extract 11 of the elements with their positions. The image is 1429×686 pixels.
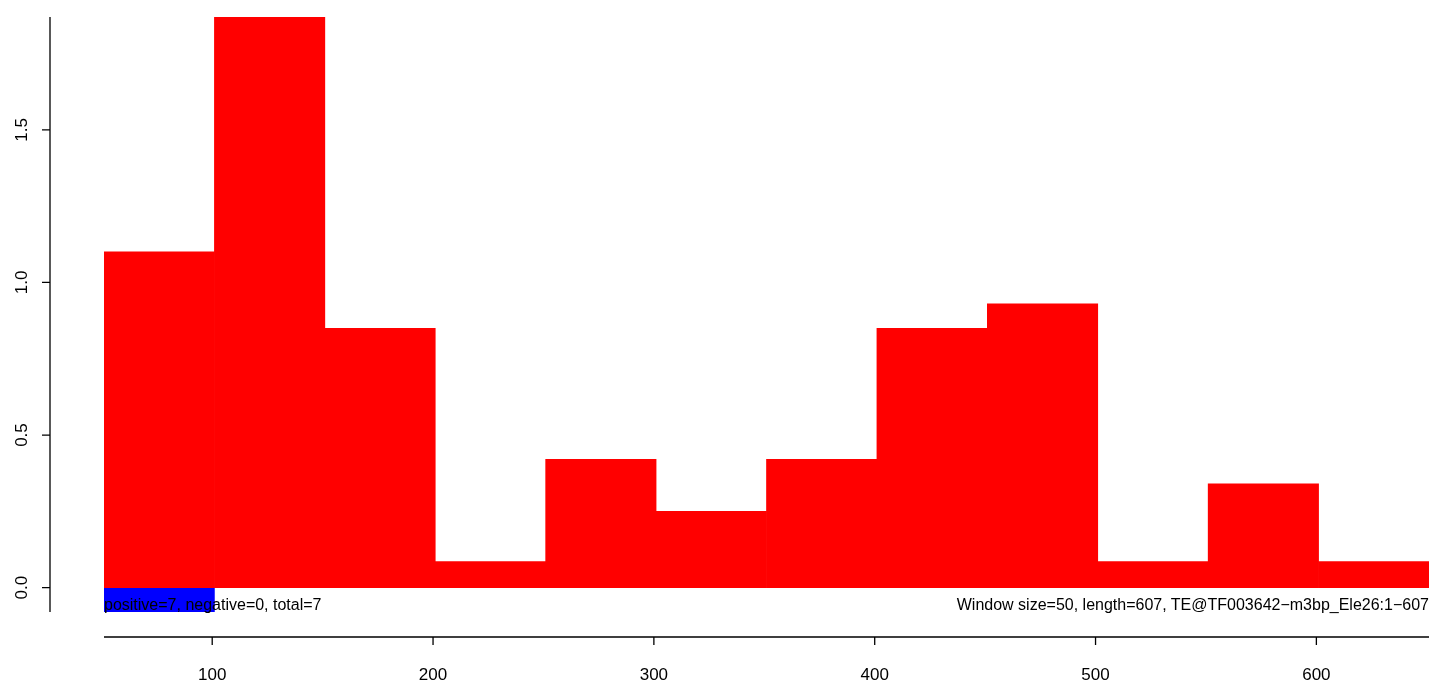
x-tick-label: 500 (1081, 665, 1110, 685)
y-tick-label: 1.5 (11, 118, 31, 142)
x-tick-label: 100 (198, 665, 227, 685)
annotation: Window size=50, length=607, TE@TF003642−m3bp_Ele26:1−607 (956, 596, 1429, 614)
x-tick-label: 300 (639, 665, 669, 685)
x-tick-label: 200 (418, 665, 448, 685)
x-tick-label: 600 (1302, 665, 1331, 685)
y-tick-label: 1.0 (11, 270, 31, 295)
y-tick-label: 0.5 (11, 423, 31, 447)
x-tick-label: 400 (860, 665, 889, 685)
y-tick-label: 0.0 (11, 575, 31, 600)
